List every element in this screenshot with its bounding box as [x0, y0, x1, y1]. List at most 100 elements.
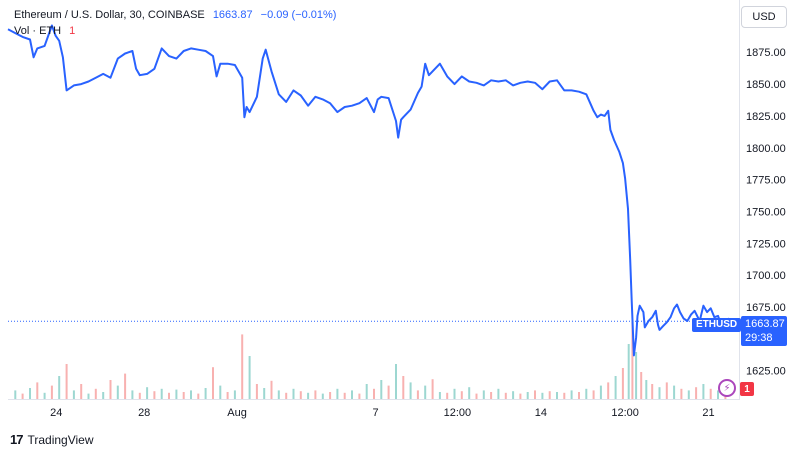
volume-bar-80: [599, 385, 602, 400]
volume-bar-42: [321, 393, 324, 400]
volume-bar-44: [336, 388, 339, 400]
x-tick-label: Aug: [227, 407, 247, 419]
volume-bar-47: [358, 393, 361, 400]
x-tick-label: 12:00: [611, 407, 639, 419]
volume-bar-39: [299, 391, 302, 400]
volume-bar-7: [65, 364, 68, 400]
volume-bar-28: [219, 385, 222, 400]
volume-bar-56: [424, 385, 427, 400]
volume-bar-21: [168, 392, 170, 400]
volume-bar-58: [438, 392, 441, 400]
x-tick-label: 12:00: [444, 407, 472, 419]
volume-bar-79: [592, 390, 595, 400]
legend-main: Ethereum / U.S. Dollar, 30, COINBASE 166…: [14, 8, 336, 22]
volume-bar-16: [131, 390, 134, 400]
volume-bar-29: [226, 392, 229, 400]
volume-bar-91: [665, 382, 668, 400]
y-axis[interactable]: 1625.00 1675.00 1700.00 1725.00 1750.00 1775.…: [746, 15, 786, 377]
symbol-title[interactable]: Ethereum / U.S. Dollar, 30, COINBASE: [14, 9, 205, 21]
alert-badge[interactable]: 1: [740, 382, 754, 396]
lightning-icon[interactable]: ⚡: [718, 379, 736, 397]
volume-bar-37: [285, 392, 288, 400]
volume-bar-60: [453, 388, 456, 400]
volume-bar-38: [292, 388, 295, 400]
volume-bar-97: [709, 388, 712, 400]
volume-bar-2: [29, 388, 31, 400]
x-axis[interactable]: 24 28 Aug 7 12:00 14 12:00 21: [50, 407, 714, 419]
y-tick-label: 1825.00: [746, 111, 786, 123]
volume-bar-85: [631, 321, 634, 400]
volume-bar-51: [387, 385, 390, 400]
volume-bar-54: [409, 382, 412, 400]
volume-bar-3: [36, 382, 39, 400]
bar-countdown: 29:38: [745, 332, 773, 344]
volume-bar-93: [680, 388, 683, 400]
volume-bar-65: [490, 392, 493, 400]
volume-bar-12: [102, 392, 105, 400]
volume-bar-81: [607, 382, 610, 400]
volume-bar-36: [277, 390, 280, 400]
volume-bar-13: [109, 380, 112, 400]
y-tick-label: 1675.00: [746, 302, 786, 314]
volume-bar-72: [541, 392, 544, 400]
volume-bar-48: [365, 384, 368, 400]
x-tick-label: 24: [50, 407, 62, 419]
volume-bar-67: [504, 392, 507, 400]
legend-volume: Vol · ETH 1: [14, 24, 75, 38]
y-tick-label: 1875.00: [746, 47, 786, 59]
y-tick-label: 1800.00: [746, 143, 786, 155]
chart-canvas[interactable]: 1625.00 1675.00 1700.00 1725.00 1750.00 1775.…: [0, 0, 800, 425]
x-tick-label: 14: [535, 407, 547, 419]
volume-bar-57: [431, 379, 434, 400]
volume-label[interactable]: Vol · ETH: [14, 25, 62, 37]
volume-bar-53: [402, 376, 405, 400]
last-price-tag: 1663.87 29:38: [741, 316, 787, 346]
volume-bar-90: [658, 387, 661, 400]
volume-bar-4: [43, 392, 46, 400]
volume-bar-82: [614, 376, 617, 400]
volume-bar-89: [651, 384, 654, 400]
volume-bar-1: [21, 393, 24, 400]
volume-bar-88: [645, 380, 648, 400]
volume-bar-70: [526, 392, 529, 400]
y-tick-label: 1625.00: [746, 366, 786, 378]
legend-change: −0.09 (−0.01%): [260, 9, 337, 21]
volume-bar-10: [87, 393, 90, 400]
legend-price: 1663.87: [212, 9, 253, 21]
volume-bar-83: [621, 368, 624, 400]
volume-bar-73: [548, 391, 551, 400]
tradingview-branding[interactable]: 17 TradingView: [10, 432, 94, 447]
volume-bar-43: [329, 392, 332, 400]
chart-frame[interactable]: 1625.00 1675.00 1700.00 1725.00 1750.00 1775.…: [0, 0, 800, 425]
volume-bar-55: [416, 390, 419, 400]
volume-bar-94: [687, 390, 690, 400]
volume-bar-86: [635, 352, 638, 400]
volume-bar-52: [395, 364, 397, 400]
volume-bar-20: [160, 388, 163, 400]
volume-bar-27: [212, 367, 214, 400]
y-tick-label: 1850.00: [746, 79, 786, 91]
volume-bar-24: [190, 390, 192, 400]
volume-bar-19: [153, 391, 156, 400]
price-line-group: [7, 24, 740, 357]
volume-bar-41: [314, 390, 317, 400]
currency-button[interactable]: USD: [741, 6, 787, 28]
volume-bar-25: [197, 393, 200, 400]
x-tick-label: 28: [138, 407, 150, 419]
price-series-line: [7, 24, 730, 357]
volume-bar-46: [351, 390, 353, 400]
volume-bar-0: [14, 390, 17, 400]
volume-bar-87: [640, 372, 643, 400]
volume-bar-96: [702, 384, 705, 400]
volume-bar-6: [58, 376, 61, 400]
volume-bar-74: [556, 392, 558, 400]
volume-bar-14: [116, 385, 119, 400]
tradingview-logo-icon: 17: [10, 432, 24, 447]
volume-bar-75: [563, 392, 566, 400]
volume-bar-31: [241, 334, 244, 400]
volume-bar-35: [270, 380, 273, 400]
volume-bars: [14, 321, 727, 400]
tradingview-name: TradingView: [27, 432, 94, 447]
volume-bar-49: [373, 388, 375, 400]
volume-bar-92: [673, 385, 676, 400]
